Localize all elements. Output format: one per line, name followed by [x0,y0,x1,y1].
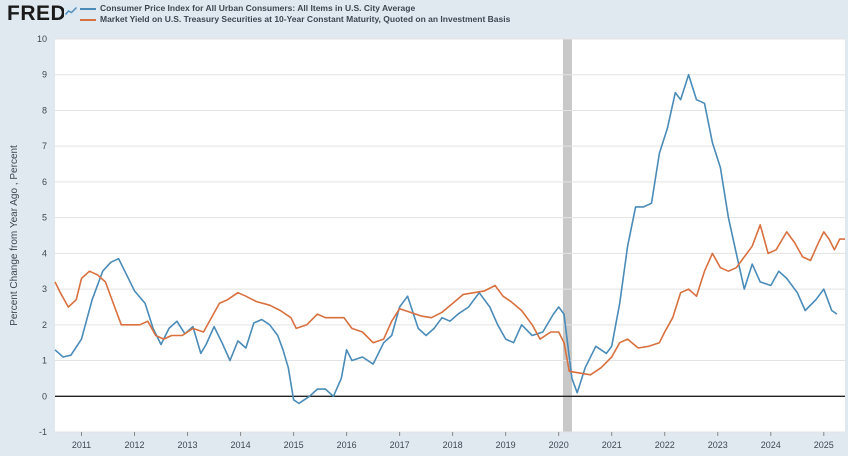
recession-shading-layer [562,39,572,432]
x-tick-label: 2020 [549,440,569,450]
x-tick-label: 2024 [761,440,781,450]
y-axis-label: Percent Change from Year Ago , Percent [9,145,20,326]
x-tick-label: 2014 [231,440,251,450]
series-line-cpi[interactable] [54,73,838,405]
x-tick-label: 2017 [390,440,410,450]
chart-legend: Consumer Price Index for All Urban Consu… [80,3,510,25]
x-axis-ticks: 2011 2012 2013 2014 2015 2016 2017 2018 2019 2020… [72,432,834,450]
y-tick-label: 3 [42,284,47,294]
y-tick-label: 7 [42,141,47,151]
x-tick-label: 2022 [655,440,675,450]
series-layer [54,73,845,405]
fred-logo: FRED [7,2,67,25]
y-tick-label: 1 [42,356,47,366]
y-tick-label: 8 [42,105,47,115]
legend-swatch-cpi [80,8,96,10]
x-tick-label: 2012 [125,440,145,450]
x-tick-label: 2018 [443,440,463,450]
x-tick-label: 2019 [496,440,516,450]
x-tick-label: 2025 [814,440,834,450]
x-tick-label: 2015 [284,440,304,450]
x-tick-label: 2013 [178,440,198,450]
y-tick-label: 0 [42,391,47,401]
x-tick-label: 2011 [72,440,91,450]
series-line-treasury[interactable] [54,224,845,376]
x-tick-label: 2021 [602,440,622,450]
y-tick-label: -1 [39,427,47,437]
legend-label-cpi: Consumer Price Index for All Urban Consu… [100,3,416,13]
legend-swatch-treasury [80,19,96,21]
plot-area [55,39,845,432]
y-tick-label: 9 [42,70,47,80]
y-axis-ticks: -1 0 1 2 3 4 5 6 7 8 9 10 [37,34,47,437]
y-tick-label: 10 [37,34,47,44]
y-tick-label: 2 [42,320,47,330]
fred-trend-icon [64,5,78,17]
grid-lines [55,38,845,433]
legend-item-cpi[interactable]: Consumer Price Index for All Urban Consu… [80,3,510,14]
legend-label-treasury: Market Yield on U.S. Treasury Securities… [100,14,511,24]
legend-item-treasury[interactable]: Market Yield on U.S. Treasury Securities… [80,14,510,25]
y-tick-label: 6 [42,177,47,187]
x-tick-label: 2016 [337,440,357,450]
chart-header: FRED Consumer Price Index for All Urban … [0,0,848,34]
y-tick-label: 5 [42,213,47,223]
x-tick-label: 2023 [708,440,728,450]
y-tick-label: 4 [42,248,47,258]
recession-band-0 [562,39,572,432]
